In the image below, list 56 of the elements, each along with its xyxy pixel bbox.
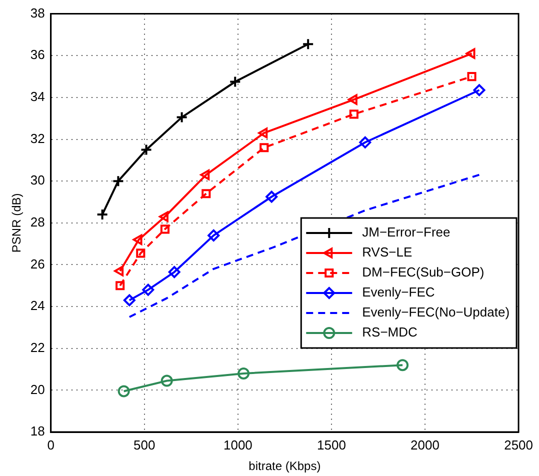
point xyxy=(160,374,173,387)
point xyxy=(116,281,125,290)
point xyxy=(202,189,211,198)
y-tick-label: 22 xyxy=(30,340,45,355)
point xyxy=(473,84,486,96)
point xyxy=(118,385,130,398)
point xyxy=(229,76,242,88)
x-tick-label: 500 xyxy=(134,437,156,452)
y-axis-title: PSNR (dB) xyxy=(10,193,24,253)
y-tick-label: 18 xyxy=(30,424,45,439)
point xyxy=(349,110,358,119)
point xyxy=(158,211,168,222)
legend-label: RS−MDC xyxy=(362,324,418,340)
y-tick-label: 28 xyxy=(30,214,45,230)
legend-label: Evenly−FEC xyxy=(362,284,435,300)
point xyxy=(140,144,152,156)
legend-label: RVS−LE xyxy=(362,244,412,260)
y-tick-label: 38 xyxy=(30,5,45,20)
point xyxy=(467,72,476,82)
legend-label: DM−FEC(Sub−GOP) xyxy=(362,264,484,280)
point xyxy=(136,248,146,258)
y-tick-label: 32 xyxy=(30,130,45,146)
x-axis-title: bitrate (Kbps) xyxy=(248,459,321,474)
y-tick-label: 24 xyxy=(30,298,45,314)
y-tick-label: 30 xyxy=(30,172,45,188)
point xyxy=(208,229,220,242)
legend-label: JM−Error−Free xyxy=(362,224,450,240)
point xyxy=(168,266,180,278)
y-tick-label: 20 xyxy=(30,382,45,397)
point xyxy=(302,38,314,50)
point xyxy=(160,224,170,234)
y-tick-label: 34 xyxy=(30,89,45,104)
point xyxy=(258,128,268,138)
point xyxy=(466,48,476,59)
point xyxy=(123,294,136,306)
point xyxy=(142,284,154,296)
point xyxy=(359,136,372,148)
legend-label: Evenly−FEC(No−Update) xyxy=(362,304,510,320)
point xyxy=(114,266,124,276)
x-tick-label: 0 xyxy=(47,437,54,452)
point xyxy=(112,175,124,188)
point xyxy=(132,234,142,245)
y-tick-label: 26 xyxy=(30,256,45,272)
x-tick-label: 2500 xyxy=(504,437,533,452)
point xyxy=(238,367,250,380)
point xyxy=(266,190,278,203)
point xyxy=(176,111,188,124)
x-tick-label: 1500 xyxy=(317,437,346,452)
x-tick-label: 2000 xyxy=(410,437,440,452)
point xyxy=(396,359,409,372)
x-tick-label: 1000 xyxy=(223,437,252,452)
point xyxy=(348,94,358,105)
point xyxy=(96,208,108,221)
y-tick-label: 36 xyxy=(30,47,45,62)
point xyxy=(260,143,269,152)
point xyxy=(200,169,210,180)
